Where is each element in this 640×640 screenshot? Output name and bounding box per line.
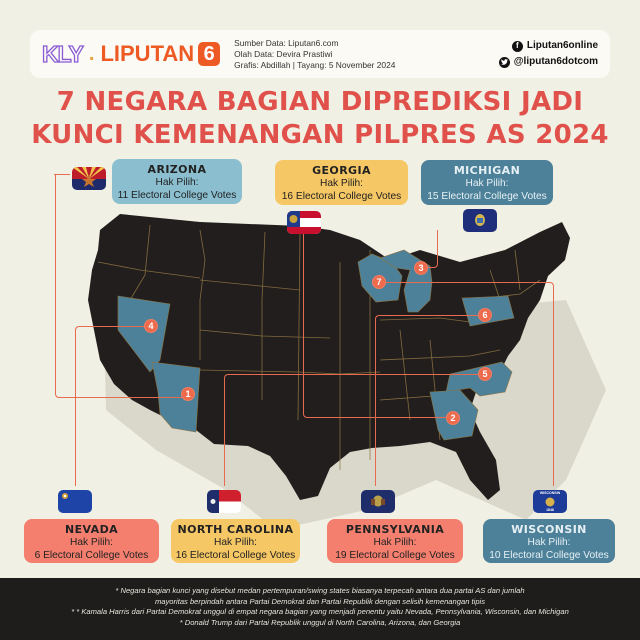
- state-vote-label: Hak Pilih:: [527, 537, 571, 548]
- footnote-3: * Donald Trump dari Partai Republik ungg…: [179, 617, 461, 627]
- state-card-nevada: NEVADA Hak Pilih: 6 Electoral College Vo…: [24, 519, 159, 563]
- connector-arizona-vert: [55, 175, 191, 398]
- us-map: [88, 214, 606, 530]
- connector-north-carolina: [224, 374, 482, 486]
- state-card-pennsylvania: PENNSYLVANIA Hak Pilih: 19 Electoral Col…: [327, 519, 463, 563]
- state-card-north-carolina: NORTH CAROLINA Hak Pilih: 16 Electoral C…: [171, 519, 300, 563]
- footnote-2: * * Kamala Harris dari Partai Demokrat u…: [71, 607, 569, 616]
- twitter-icon: [498, 56, 510, 68]
- state-name: NORTH CAROLINA: [177, 523, 294, 536]
- state-votes: 16 Electoral College Votes: [281, 191, 402, 202]
- state-vote-label: Hak Pilih:: [213, 537, 258, 548]
- footnote-1a: * Negara bagian kunci yang disebut medan…: [115, 586, 525, 595]
- state-name: WISCONSIN: [511, 523, 587, 536]
- connector-nevada: [75, 326, 151, 486]
- wisconsin-flag-text: WISCONSIN: [539, 491, 561, 495]
- state-card-michigan: MICHIGAN Hak Pilih: 15 Electoral College…: [421, 160, 553, 205]
- state-votes: 6 Electoral College Votes: [34, 550, 149, 561]
- state-vote-label: Hak Pilih:: [155, 177, 199, 188]
- credit-source: Sumber Data: Liputan6.com: [234, 37, 339, 48]
- connector-arizona: [54, 174, 70, 175]
- credits: Sumber Data: Liputan6.com Olah Data: Dev…: [234, 38, 395, 71]
- marker-north-carolina[interactable]: 5: [478, 367, 492, 381]
- state-vote-label: Hak Pilih:: [69, 537, 114, 548]
- marker-arizona[interactable]: 1: [181, 387, 195, 401]
- state-votes: 10 Electoral College Votes: [489, 550, 609, 561]
- arizona-flag-icon: [72, 167, 106, 190]
- marker-pennsylvania[interactable]: 6: [478, 308, 492, 322]
- header-bar: KLY . LIPUTAN 6 Sumber Data: Liputan6.co…: [30, 30, 610, 78]
- twitter-handle-text: @liputan6dotcom: [513, 56, 598, 67]
- michigan-flag-icon: [463, 209, 497, 232]
- footnote-1b: mayoritas berpindah antara Partai Demokr…: [154, 596, 486, 606]
- marker-michigan[interactable]: 3: [414, 261, 428, 275]
- facebook-handle-text: Liputan6online: [526, 40, 598, 51]
- marker-georgia[interactable]: 2: [446, 411, 460, 425]
- liputan-logo: LIPUTAN: [100, 41, 195, 66]
- state-name: GEORGIA: [312, 164, 371, 177]
- state-votes: 19 Electoral College Votes: [335, 550, 455, 561]
- state-card-arizona: ARIZONA Hak Pilih: 11 Electoral College …: [112, 159, 242, 204]
- connector-wisconsin: [384, 282, 554, 486]
- state-vote-label: Hak Pilih:: [373, 537, 417, 548]
- wisconsin-flag-year: 1848: [546, 508, 554, 512]
- title-line-2: KUNCI KEMENANGAN PILPRES AS 2024: [31, 120, 609, 150]
- state-name: PENNSYLVANIA: [345, 523, 445, 536]
- state-vote-label: Hak Pilih:: [319, 178, 364, 189]
- state-vote-label: Hak Pilih:: [465, 178, 509, 189]
- marker-wisconsin[interactable]: 7: [372, 275, 386, 289]
- state-card-wisconsin: WISCONSIN Hak Pilih: 10 Electoral Colleg…: [483, 519, 615, 563]
- georgia-flag-icon: [287, 211, 321, 234]
- social-handles: f Liputan6online @liputan6dotcom: [498, 38, 598, 70]
- state-name: ARIZONA: [147, 163, 207, 176]
- pennsylvania-flag-icon: [361, 490, 395, 513]
- credit-data: Olah Data: Devira Prastiwi: [234, 48, 333, 59]
- twitter-handle[interactable]: @liputan6dotcom: [498, 54, 598, 70]
- credit-graphics: Grafis: Abdillah | Tayang: 5 November 20…: [234, 59, 396, 70]
- connector-georgia: [303, 226, 453, 418]
- state-name: NEVADA: [64, 523, 119, 536]
- facebook-icon: f: [511, 40, 523, 52]
- facebook-handle[interactable]: f Liputan6online: [499, 38, 598, 54]
- wisconsin-flag-icon: WISCONSIN 1848: [533, 490, 567, 513]
- nevada-flag-icon: [58, 490, 92, 513]
- kly-logo: KLY: [41, 40, 84, 67]
- connector-pennsylvania: [375, 315, 485, 486]
- state-votes: 11 Electoral College Votes: [117, 190, 237, 201]
- page-title: 7 NEGARA BAGIAN DIPREDIKSI JADI KUNCI KE…: [0, 86, 640, 152]
- title-line-1: 7 NEGARA BAGIAN DIPREDIKSI JADI: [56, 87, 584, 117]
- kly-logo-dot: .: [88, 42, 95, 65]
- north-carolina-flag-icon: [207, 490, 241, 513]
- marker-nevada[interactable]: 4: [144, 319, 158, 333]
- state-votes: 15 Electoral College Votes: [427, 191, 547, 202]
- liputan6-badge: 6: [198, 42, 221, 66]
- connector-michigan: [425, 230, 438, 268]
- state-name: MICHIGAN: [453, 164, 521, 177]
- state-card-georgia: GEORGIA Hak Pilih: 16 Electoral College …: [275, 160, 408, 205]
- state-votes: 16 Electoral College Votes: [175, 550, 296, 561]
- footnotes: * Negara bagian kunci yang disebut medan…: [0, 578, 640, 640]
